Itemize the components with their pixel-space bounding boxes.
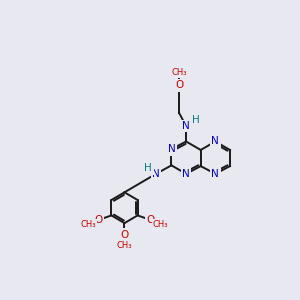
Text: N: N <box>212 169 219 179</box>
Text: O: O <box>120 230 129 240</box>
Text: N: N <box>152 169 160 179</box>
Text: N: N <box>168 144 175 154</box>
Text: CH₃: CH₃ <box>153 220 168 229</box>
Text: O: O <box>94 215 102 225</box>
Text: O: O <box>146 215 155 225</box>
Text: N: N <box>182 121 190 131</box>
Text: CH₃: CH₃ <box>117 241 132 250</box>
Text: N: N <box>182 169 190 179</box>
Text: H: H <box>192 115 200 125</box>
Text: H: H <box>145 164 152 173</box>
Text: CH₃: CH₃ <box>171 68 187 77</box>
Text: CH₃: CH₃ <box>81 220 96 229</box>
Text: O: O <box>175 80 183 90</box>
Text: N: N <box>212 136 219 146</box>
